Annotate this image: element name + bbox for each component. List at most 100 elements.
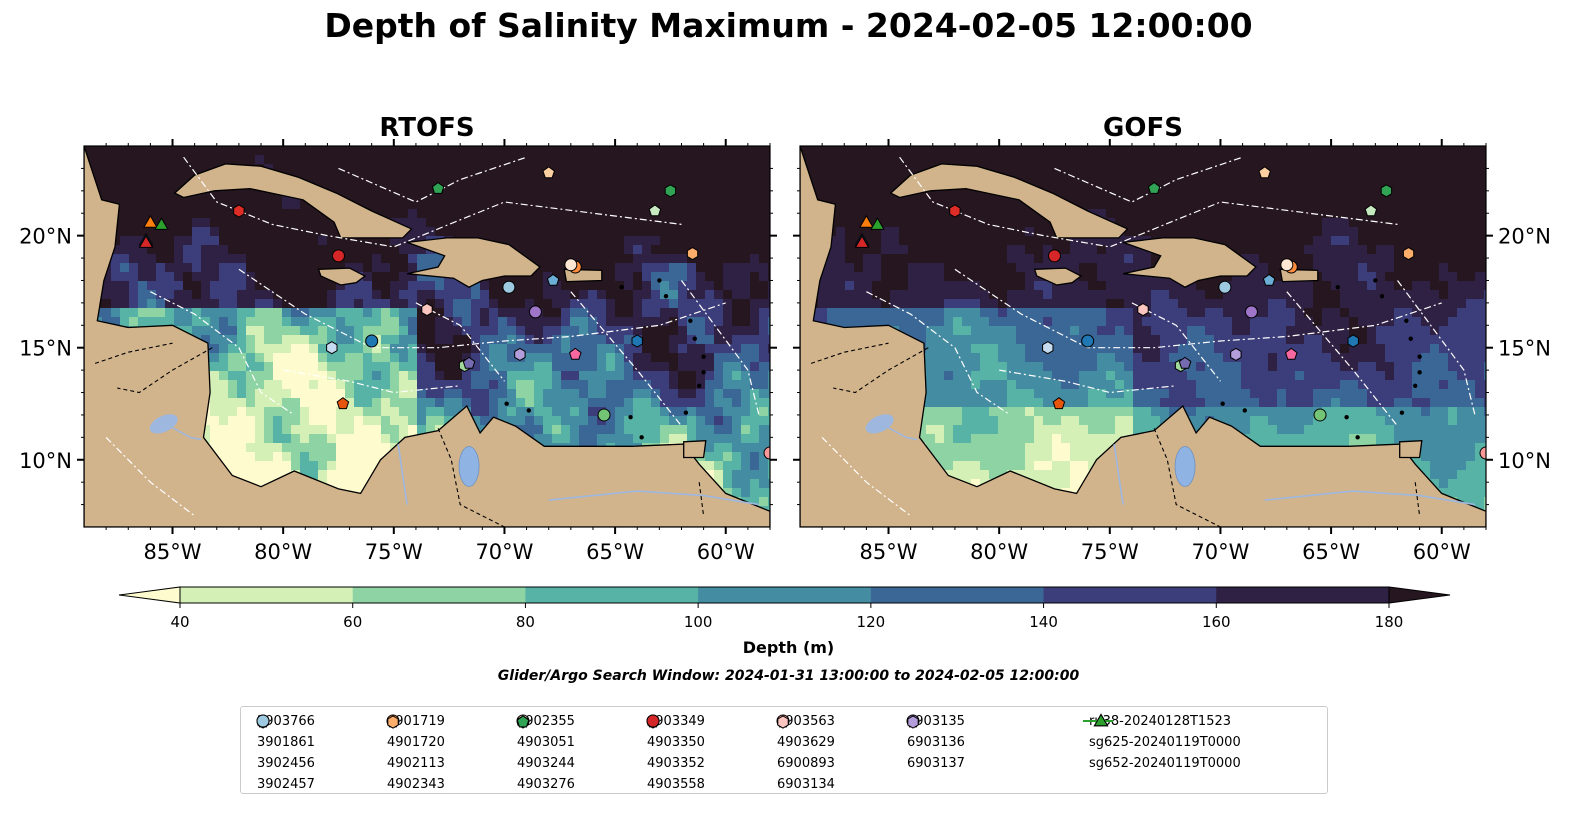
legend-column: ru38-20240128T1523 sg625-20240119T0000 sg6…	[1081, 711, 1241, 774]
land-trinidad	[1399, 440, 1423, 459]
legend-label: 4902343	[387, 777, 445, 792]
land-trinidad	[683, 440, 707, 459]
y-tick-label: 20°N	[1498, 225, 1551, 249]
legend-symbol-circle-icon	[646, 714, 660, 728]
float-marker-4903244	[664, 184, 677, 198]
legend-label: 4901720	[387, 735, 445, 750]
legend-column: 4903563 4903629 6900893 6903134	[769, 711, 835, 795]
legend-item: 4903350	[639, 715, 705, 753]
land-jamaica	[1033, 267, 1083, 286]
legend-item: 4903276	[509, 715, 575, 795]
legend-item: 4901720	[379, 715, 445, 753]
legend-label: 4903558	[647, 777, 705, 792]
glider-marker-stommel-20240128T1522	[854, 235, 870, 248]
legend-label: 4903629	[777, 735, 835, 750]
x-tick-label: 70°W	[1191, 540, 1249, 564]
x-tick-label: 60°W	[1413, 540, 1471, 564]
float-marker-3902456	[1262, 273, 1276, 286]
float-marker-4902343	[1402, 247, 1415, 261]
float-marker-4901720	[336, 397, 350, 410]
legend-label: 3902457	[257, 777, 315, 792]
float-marker-4903051	[1280, 258, 1294, 272]
eez-boundary	[821, 436, 911, 517]
float-marker-6903137	[514, 347, 526, 361]
colorbar-tick-label: 100	[684, 613, 713, 631]
colorbar: 40 60 80 100 120 140 160 180	[118, 586, 1451, 631]
legend-label: 4903349	[647, 714, 705, 729]
legend-label: 4903276	[517, 777, 575, 792]
legend-symbol-hexagon-icon	[777, 715, 789, 729]
float-marker-4903244	[1380, 184, 1393, 198]
float-marker-4903352	[1364, 204, 1378, 217]
colorbar-tick-label: 60	[343, 613, 362, 631]
legend-label: sg625-20240119T0000	[1089, 735, 1241, 750]
land-hispaniola	[406, 237, 541, 288]
colorbar-tick-label: 40	[170, 613, 189, 631]
legend-label: 4903563	[777, 714, 835, 729]
float-marker-4903349	[597, 408, 611, 422]
float-marker-4901719	[326, 341, 338, 355]
float-marker-4901719	[1042, 341, 1054, 355]
eez-boundary	[105, 436, 195, 517]
legend-column: 2903766 3901861 3902456 3902457	[249, 711, 315, 795]
legend-label: 2903766	[257, 714, 315, 729]
float-marker-4903629	[569, 347, 582, 360]
legend-item: 3902456	[249, 715, 315, 774]
map-frame	[799, 145, 1487, 528]
float-marker-6903136	[1244, 305, 1258, 319]
legend-label: 6903134	[777, 777, 835, 792]
legend-label: ru38-20240128T1523	[1089, 714, 1232, 729]
colorbar-tick-label: 180	[1375, 613, 1404, 631]
float-marker-4903558	[331, 249, 345, 263]
float-marker-6903134	[421, 303, 433, 317]
legend-label: 6900893	[777, 756, 835, 771]
eez-boundary	[283, 369, 461, 394]
legend-item: sg652-20240119T0000	[1081, 713, 1241, 774]
float-marker-3901861	[1347, 334, 1359, 348]
float-marker-3902456	[546, 273, 560, 286]
colorbar-extend-high	[1388, 586, 1451, 604]
float-marker-4903352	[648, 204, 662, 217]
legend-column: 4901719 4901720 4902113 4902343	[379, 711, 445, 795]
float-marker-4902355	[1258, 166, 1271, 179]
land-cuba	[889, 163, 1129, 239]
legend-item: 4903352	[639, 715, 705, 774]
legend-item: 6900893	[769, 714, 835, 774]
y-tick-label: 10°N	[1498, 449, 1551, 473]
float-marker-6903134	[1137, 303, 1149, 317]
colorbar-segment	[180, 587, 354, 603]
float-marker-4902355	[542, 166, 555, 179]
float-marker-4903349	[1313, 408, 1327, 422]
y-tick-label: 10°N	[19, 449, 72, 473]
y-tick-label: 15°N	[19, 337, 72, 361]
colorbar-tick-label: 120	[857, 613, 886, 631]
float-marker-4903563	[233, 204, 245, 218]
legend-label: 3902456	[257, 756, 315, 771]
glider-marker-sg625-20240119T0000	[859, 214, 874, 228]
rtofs-panel-title: RTOFS	[379, 113, 475, 143]
legend-label: 4901719	[387, 714, 445, 729]
legend-label: 4903244	[517, 756, 575, 771]
float-marker-2903766	[1081, 334, 1095, 348]
gofs-panel-title: GOFS	[1103, 113, 1183, 143]
glider-marker-sg652-20240119T0000	[870, 217, 885, 230]
float-marker-6903136	[528, 305, 542, 319]
legend-item: 4902113	[379, 714, 445, 774]
float-marker-2903766	[365, 334, 379, 348]
legend-label: sg652-20240119T0000	[1089, 756, 1241, 771]
legend-item: 6903136	[899, 714, 965, 753]
x-tick-label: 80°W	[254, 540, 312, 564]
colorbar-segment	[1043, 587, 1217, 603]
x-tick-label: 70°W	[475, 540, 533, 564]
legend-column: 4902355 4903051 4903244 4903276	[509, 711, 575, 795]
legend-item: 4903558	[639, 714, 705, 795]
legend-label: 4902355	[517, 714, 575, 729]
legend-symbol-hexagon-icon	[387, 715, 399, 729]
float-marker-6900893	[1479, 446, 1486, 460]
legend-item: 3901861	[249, 715, 315, 753]
legend-item: sg625-20240119T0000	[1081, 713, 1241, 753]
legend-label: 3901861	[257, 735, 315, 750]
legend-label: 4903352	[647, 756, 705, 771]
search-window-text: Glider/Argo Search Window: 2024-01-31 13…	[497, 668, 1080, 684]
